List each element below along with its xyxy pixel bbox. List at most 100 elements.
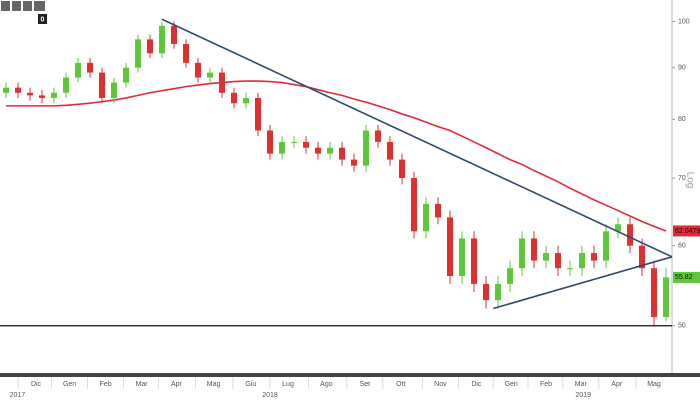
candle-body [123,67,129,83]
y-tick-label: 50 [678,323,686,330]
x-tick-label: Nov [434,381,447,388]
x-tick-label: Dic [471,381,482,388]
x-tick-label: Ott [396,381,405,388]
x-tick-label: Dic [31,381,42,388]
candle-body [579,253,585,269]
candle-body [519,238,525,269]
candle-body [111,82,117,98]
candle-body [231,92,237,104]
candle-body [183,43,189,63]
candle-body [363,130,369,166]
candle-body [147,39,153,54]
candle-body [399,159,405,179]
candle-body [15,87,21,93]
candle-body [387,141,393,160]
candle-body [255,97,261,131]
candle-body [555,253,561,269]
candle-body [315,147,321,154]
candle-body [615,224,621,232]
candle-body [627,224,633,246]
x-tick-label: Feb [100,381,112,388]
candle-body [267,130,273,154]
candle-body [171,25,177,44]
candle-body [447,217,453,276]
settings-button[interactable] [23,1,32,11]
year-label: 2019 [575,392,591,399]
candle-body [435,203,441,218]
candle-body [51,92,57,98]
candle-body [531,238,537,261]
year-label: 2017 [10,392,26,399]
moving-average [6,80,667,232]
candle-body [99,72,105,98]
candle-body [495,283,501,301]
x-tick-label: Mag [207,381,221,388]
last-price-label-box [673,271,700,283]
candle-body [483,283,489,301]
x-tick-label: Giu [245,381,256,388]
x-tick-label: Gen [63,381,76,388]
candle-body [3,87,9,93]
candle-body [27,92,33,96]
toolbar: 0 [1,1,47,24]
candle-body [471,238,477,284]
draw-button[interactable] [12,1,21,11]
candle-body [303,141,309,148]
candle-body [351,159,357,166]
candle-body [603,231,609,261]
axis-label: Log [684,172,695,189]
candle-body [663,277,669,318]
candle-body [543,253,549,261]
ma-price-label: 62.0479 [675,228,700,235]
x-tick-label: Feb [540,381,552,388]
candle-body [75,62,81,78]
toolbar-badge-label: 0 [41,16,45,23]
x-tick-label: Apr [171,381,183,388]
x-tick-label: Set [360,381,371,388]
candle-body [135,39,141,68]
candle-body [291,141,297,143]
y-tick-label: 60 [678,243,686,250]
y-tick-label: 100 [678,18,690,25]
candle-body [207,72,213,78]
candle-body [591,253,597,261]
y-tick-label: 70 [678,175,686,182]
x-tick-label: Gen [505,381,518,388]
candle-body [375,130,381,142]
x-tick-label: Mar [136,381,149,388]
candle-body [411,178,417,232]
candle-body [507,268,513,284]
candle-body [327,147,333,154]
candle-body [63,77,69,93]
candle-body [195,62,201,78]
candle-body [87,62,93,73]
trendline [492,256,673,310]
x-tick-label: Ago [320,381,333,388]
last-price-label: 55.82 [675,274,693,281]
year-label: 2018 [262,392,278,399]
zoom-button[interactable] [1,1,10,11]
x-tick-label: Mag [647,381,661,388]
candle-body [639,245,645,269]
candle-body [567,268,573,270]
trendline [161,18,673,258]
candle-body [459,238,465,276]
candle-body [339,147,345,160]
candle-body [279,141,285,154]
y-tick-label: 80 [678,116,686,123]
x-tick-label: Apr [611,381,623,388]
candle-body [39,95,45,98]
candle-body [159,25,165,54]
candle-body [651,268,657,318]
x-tick-label: Mar [575,381,588,388]
ma-price-label-box [673,225,700,237]
candle-body [219,72,225,93]
y-tick-label: 90 [678,65,686,72]
x-axis-bar [0,373,700,377]
x-tick-label: Lug [282,381,294,388]
toolbar-badge [38,14,47,24]
search-button[interactable] [34,1,45,11]
candle-body [243,97,249,104]
